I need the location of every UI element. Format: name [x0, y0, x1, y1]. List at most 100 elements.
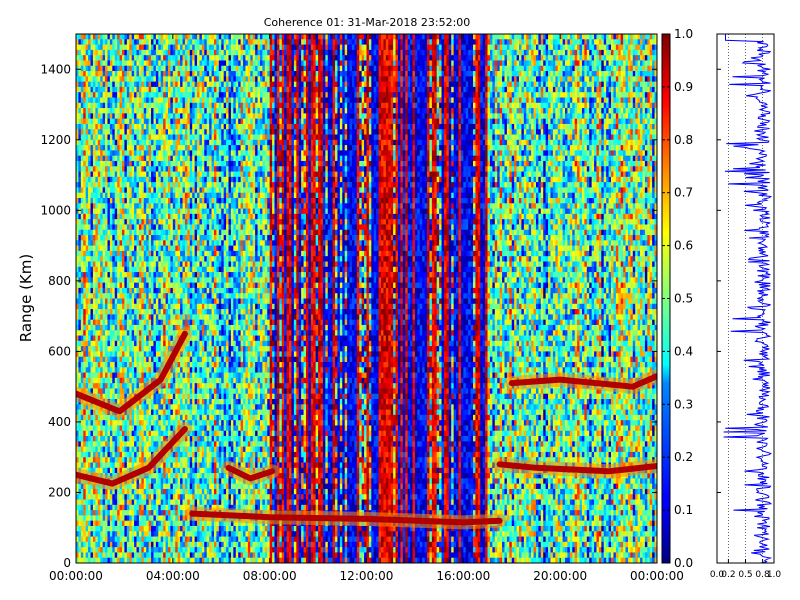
heatmap-cell	[119, 65, 123, 72]
heatmap-cell	[90, 86, 94, 93]
heatmap-cell	[182, 65, 186, 72]
heatmap-cell	[126, 515, 130, 522]
heatmap-cell	[85, 208, 89, 215]
heatmap-cell	[194, 335, 198, 342]
heatmap-cell	[167, 525, 171, 532]
heatmap-cell	[192, 446, 196, 453]
heatmap-cell	[187, 383, 191, 389]
heatmap-cell	[170, 467, 174, 474]
heatmap-cell	[148, 197, 152, 204]
heatmap-cell	[189, 171, 193, 178]
heatmap-cell	[102, 213, 106, 220]
heatmap-cell	[180, 494, 183, 500]
heatmap-cell	[158, 203, 162, 209]
heatmap-cell	[122, 197, 125, 204]
heatmap-cell	[107, 256, 111, 262]
heatmap-cell	[187, 557, 191, 563]
heatmap-cell	[80, 160, 84, 167]
heatmap-cell	[172, 60, 176, 67]
heatmap-cell	[95, 65, 99, 72]
heatmap-cell	[172, 515, 176, 522]
heatmap-cell	[80, 441, 84, 448]
heatmap-cell	[155, 245, 159, 252]
heatmap-cell	[180, 399, 183, 405]
heatmap-cell	[85, 108, 89, 114]
heatmap-cell	[134, 420, 137, 426]
heatmap-cell	[194, 160, 198, 167]
heatmap-cell	[122, 462, 125, 469]
heatmap-cell	[126, 361, 130, 368]
heatmap-cell	[163, 346, 166, 352]
heatmap-cell	[182, 298, 186, 305]
heatmap-cell	[102, 192, 106, 199]
heatmap-cell	[80, 86, 84, 93]
heatmap-cell	[151, 557, 154, 563]
heatmap-cell	[160, 414, 164, 421]
heatmap-cell	[119, 213, 123, 220]
heatmap-cell	[126, 552, 130, 559]
heatmap-cell	[175, 261, 179, 268]
heatmap-cell	[105, 160, 108, 167]
heatmap-cell	[114, 187, 118, 194]
heatmap-cell	[95, 430, 99, 437]
heatmap-cell	[175, 150, 179, 157]
heatmap-cell	[102, 520, 106, 527]
heatmap-cell	[192, 192, 196, 199]
heatmap-cell	[107, 240, 111, 246]
heatmap-cell	[105, 525, 108, 532]
heatmap-cell	[122, 219, 125, 225]
heatmap-cell	[100, 536, 104, 543]
heatmap-cell	[182, 515, 186, 522]
heatmap-cell	[141, 187, 145, 194]
heatmap-cell	[122, 166, 125, 172]
heatmap-cell	[109, 150, 113, 157]
heatmap-cell	[80, 420, 84, 426]
heatmap-cell	[83, 176, 87, 183]
heatmap-cell	[136, 203, 140, 209]
heatmap-cell	[172, 488, 176, 495]
heatmap-cell	[134, 219, 137, 225]
heatmap-cell	[192, 425, 196, 432]
heatmap-cell	[180, 531, 183, 537]
heatmap-cell	[153, 187, 157, 194]
heatmap-cell	[148, 187, 152, 194]
heatmap-cell	[126, 483, 130, 490]
heatmap-cell	[83, 367, 87, 373]
heatmap-cell	[114, 229, 118, 236]
heatmap-cell	[175, 520, 179, 527]
heatmap-cell	[100, 409, 104, 416]
heatmap-cell	[105, 515, 108, 522]
heatmap-cell	[109, 60, 113, 67]
heatmap-cell	[129, 134, 133, 141]
heatmap-cell	[109, 420, 113, 426]
heatmap-cell	[187, 393, 191, 400]
heatmap-cell	[182, 462, 186, 469]
heatmap-cell	[138, 219, 142, 225]
heatmap-cell	[131, 256, 135, 262]
heatmap-cell	[136, 219, 140, 225]
heatmap-cell	[134, 102, 137, 109]
heatmap-cell	[146, 536, 150, 543]
heatmap-cell	[158, 346, 162, 352]
heatmap-cell	[117, 219, 120, 225]
heatmap-cell	[165, 235, 169, 241]
heatmap-cell	[117, 166, 120, 172]
heatmap-cell	[129, 49, 133, 56]
heatmap-cell	[88, 552, 91, 559]
heatmap-cell	[90, 192, 94, 199]
heatmap-cell	[76, 266, 79, 273]
heatmap-cell	[105, 504, 108, 511]
heatmap-cell	[172, 314, 176, 321]
heatmap-cell	[119, 451, 123, 458]
heatmap-cell	[182, 81, 186, 88]
heatmap-cell	[180, 71, 183, 77]
heatmap-cell	[160, 351, 164, 358]
heatmap-cell	[138, 192, 142, 199]
heatmap-cell	[92, 187, 96, 194]
heatmap-cell	[129, 256, 133, 262]
heatmap-cell	[88, 208, 91, 215]
heatmap-cell	[105, 39, 108, 45]
heatmap-cell	[76, 525, 79, 532]
heatmap-cell	[88, 245, 91, 252]
heatmap-cell	[122, 393, 125, 400]
